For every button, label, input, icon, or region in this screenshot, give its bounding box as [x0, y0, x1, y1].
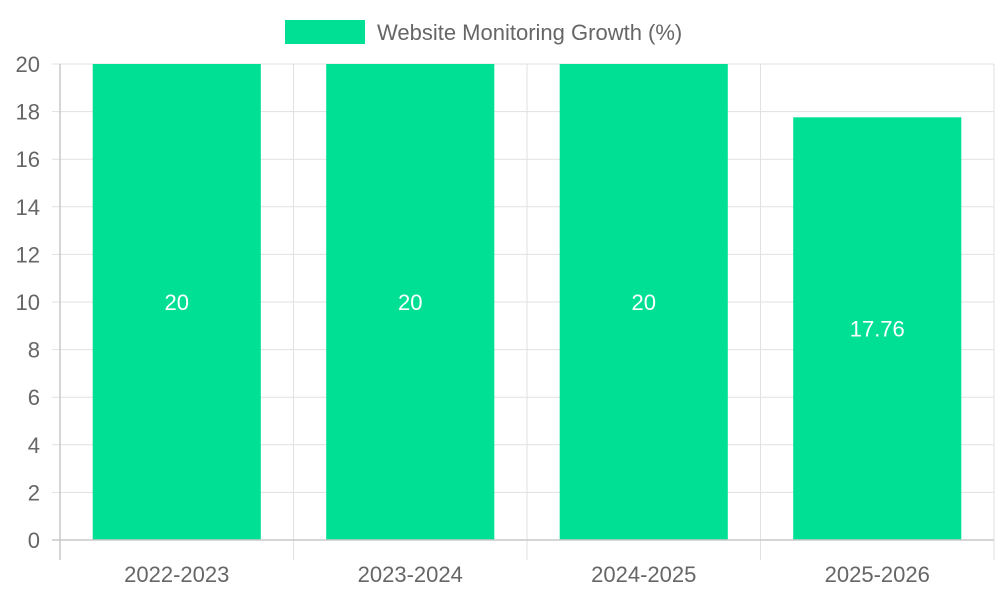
bars	[92, 64, 962, 540]
data-label-2024-2025: 20	[632, 290, 656, 315]
bar-2023-2024	[326, 64, 495, 540]
data-label-2023-2024: 20	[398, 290, 422, 315]
axes: 0 2 4 6 8 10 12 14 16 18 20 2022-2023 2023-2024 2024-…	[16, 52, 994, 587]
x-tick-label: 2025-2026	[825, 562, 930, 587]
data-labels: 20 20 20 17.76	[165, 290, 905, 342]
bar-2024-2025	[559, 64, 728, 540]
y-tick-label: 18	[16, 100, 40, 125]
x-tick-label: 2022-2023	[124, 562, 229, 587]
x-tick-label: 2024-2025	[591, 562, 696, 587]
data-label-2022-2023: 20	[165, 290, 189, 315]
y-tick-label: 8	[28, 338, 40, 363]
y-tick-label: 12	[16, 242, 40, 267]
y-tick-label: 16	[16, 147, 40, 172]
y-tick-label: 4	[28, 433, 40, 458]
data-label-2025-2026: 17.76	[850, 317, 905, 342]
legend-label[interactable]: Website Monitoring Growth (%)	[377, 20, 682, 45]
y-tick-label: 14	[16, 195, 40, 220]
legend[interactable]: Website Monitoring Growth (%)	[285, 20, 682, 45]
y-tick-label: 20	[16, 52, 40, 77]
x-tick-label: 2023-2024	[358, 562, 463, 587]
y-tick-label: 10	[16, 290, 40, 315]
y-tick-label: 6	[28, 385, 40, 410]
bar-2025-2026	[793, 117, 962, 540]
bar-2022-2023	[92, 64, 261, 540]
legend-swatch[interactable]	[285, 20, 365, 44]
y-tick-label: 0	[28, 528, 40, 553]
y-tick-label: 2	[28, 480, 40, 505]
